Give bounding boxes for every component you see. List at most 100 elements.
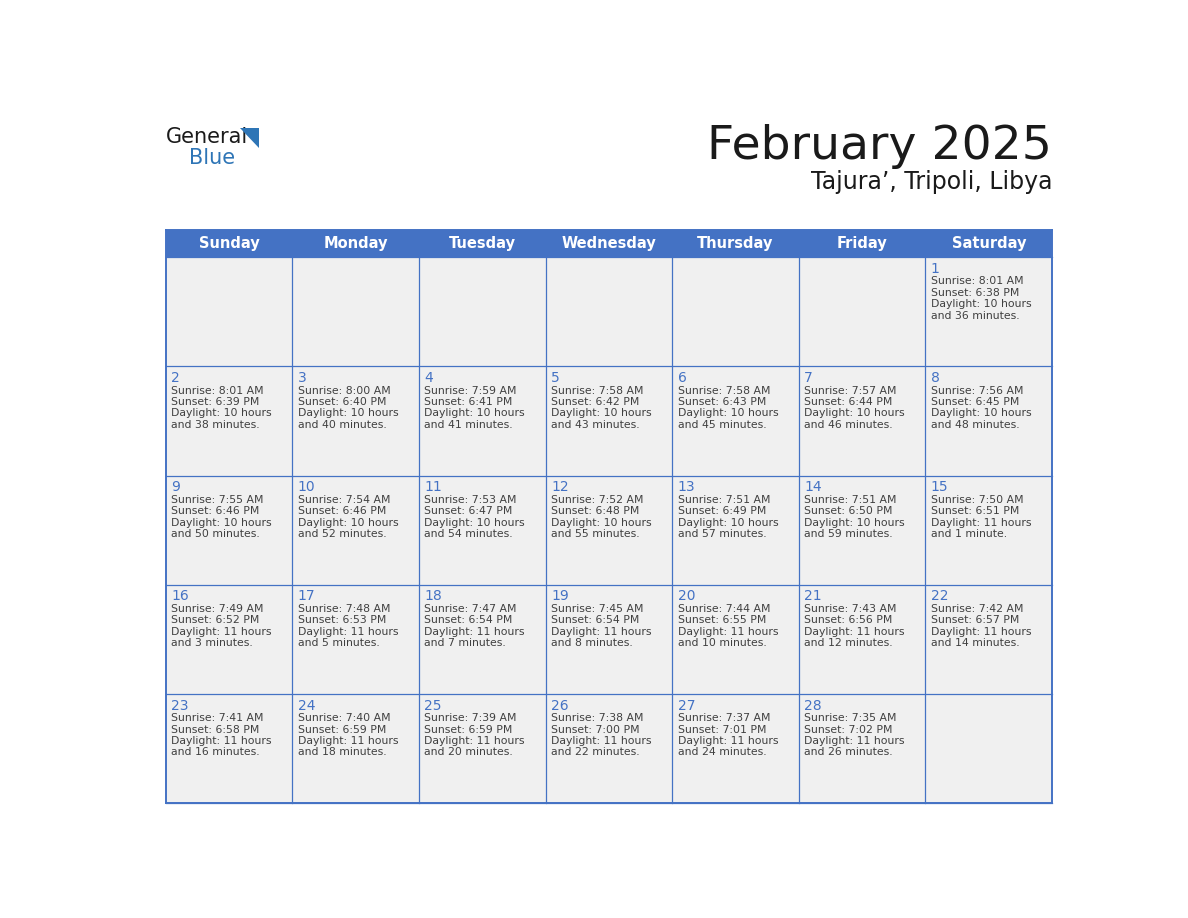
Text: 17: 17 [298,589,315,603]
Bar [545,585,672,694]
Bar [292,585,419,694]
Text: Daylight: 10 hours: Daylight: 10 hours [551,409,651,419]
Text: Sunrise: 7:40 AM: Sunrise: 7:40 AM [298,713,390,723]
Text: Daylight: 11 hours: Daylight: 11 hours [298,736,398,746]
Text: Sunset: 6:39 PM: Sunset: 6:39 PM [171,397,259,407]
Text: Daylight: 10 hours: Daylight: 10 hours [424,518,525,528]
Text: and 12 minutes.: and 12 minutes. [804,638,893,648]
Text: 25: 25 [424,699,442,712]
Text: Daylight: 10 hours: Daylight: 10 hours [171,518,272,528]
Text: Sunday: Sunday [198,236,259,251]
Text: Daylight: 10 hours: Daylight: 10 hours [677,518,778,528]
Text: and 24 minutes.: and 24 minutes. [677,747,766,757]
Text: Sunset: 6:53 PM: Sunset: 6:53 PM [298,615,386,625]
Bar [925,366,1053,476]
Text: and 22 minutes.: and 22 minutes. [551,747,639,757]
Text: Sunset: 6:40 PM: Sunset: 6:40 PM [298,397,386,407]
Text: and 55 minutes.: and 55 minutes. [551,529,639,539]
Text: and 57 minutes.: and 57 minutes. [677,529,766,539]
Text: and 40 minutes.: and 40 minutes. [298,420,386,430]
Bar [798,366,925,476]
Text: 3: 3 [298,371,307,385]
Text: Daylight: 10 hours: Daylight: 10 hours [804,409,905,419]
Text: 8: 8 [931,371,940,385]
Text: Sunset: 6:43 PM: Sunset: 6:43 PM [677,397,766,407]
Bar [165,585,292,694]
Text: 21: 21 [804,589,822,603]
Text: 26: 26 [551,699,569,712]
Bar [925,257,1053,366]
Text: Sunrise: 8:00 AM: Sunrise: 8:00 AM [298,386,391,396]
Text: Sunset: 6:46 PM: Sunset: 6:46 PM [171,506,259,516]
Text: Sunset: 6:44 PM: Sunset: 6:44 PM [804,397,892,407]
Text: Daylight: 11 hours: Daylight: 11 hours [931,518,1031,528]
Text: Sunset: 6:54 PM: Sunset: 6:54 PM [551,615,639,625]
Text: Sunrise: 7:58 AM: Sunrise: 7:58 AM [677,386,770,396]
Bar [165,366,292,476]
Text: Sunset: 6:51 PM: Sunset: 6:51 PM [931,506,1019,516]
Text: 5: 5 [551,371,560,385]
Text: Sunset: 6:54 PM: Sunset: 6:54 PM [424,615,513,625]
Text: 18: 18 [424,589,442,603]
Text: Sunrise: 7:49 AM: Sunrise: 7:49 AM [171,604,264,614]
Text: Thursday: Thursday [697,236,773,251]
Text: and 14 minutes.: and 14 minutes. [931,638,1019,648]
Bar [798,585,925,694]
Bar [165,230,1053,257]
Bar [798,476,925,585]
Bar [165,694,292,803]
Text: Daylight: 11 hours: Daylight: 11 hours [171,627,272,637]
Text: and 46 minutes.: and 46 minutes. [804,420,893,430]
Text: Sunrise: 7:50 AM: Sunrise: 7:50 AM [931,495,1024,505]
Text: Sunrise: 7:52 AM: Sunrise: 7:52 AM [551,495,644,505]
Bar [545,476,672,585]
Bar [292,476,419,585]
Text: and 52 minutes.: and 52 minutes. [298,529,386,539]
Bar [925,585,1053,694]
Text: and 41 minutes.: and 41 minutes. [424,420,513,430]
Text: Daylight: 11 hours: Daylight: 11 hours [677,627,778,637]
Text: Sunrise: 7:47 AM: Sunrise: 7:47 AM [424,604,517,614]
Text: 2: 2 [171,371,179,385]
Text: Tuesday: Tuesday [449,236,516,251]
Text: Sunset: 6:57 PM: Sunset: 6:57 PM [931,615,1019,625]
Text: Sunrise: 7:57 AM: Sunrise: 7:57 AM [804,386,897,396]
Bar [292,257,419,366]
Text: 24: 24 [298,699,315,712]
Text: Monday: Monday [323,236,387,251]
Text: Sunset: 6:59 PM: Sunset: 6:59 PM [424,724,513,734]
Text: Sunset: 6:46 PM: Sunset: 6:46 PM [298,506,386,516]
Text: Sunrise: 7:54 AM: Sunrise: 7:54 AM [298,495,390,505]
Text: 7: 7 [804,371,813,385]
Text: and 45 minutes.: and 45 minutes. [677,420,766,430]
Text: Daylight: 11 hours: Daylight: 11 hours [298,627,398,637]
Text: 14: 14 [804,480,822,494]
Text: and 5 minutes.: and 5 minutes. [298,638,379,648]
Text: Daylight: 11 hours: Daylight: 11 hours [551,627,651,637]
Text: and 48 minutes.: and 48 minutes. [931,420,1019,430]
Text: 12: 12 [551,480,569,494]
Text: and 36 minutes.: and 36 minutes. [931,310,1019,320]
Text: Daylight: 11 hours: Daylight: 11 hours [931,627,1031,637]
Text: Daylight: 11 hours: Daylight: 11 hours [804,627,905,637]
Text: Daylight: 10 hours: Daylight: 10 hours [551,518,651,528]
Text: Sunrise: 7:39 AM: Sunrise: 7:39 AM [424,713,517,723]
Text: and 18 minutes.: and 18 minutes. [298,747,386,757]
Text: Daylight: 10 hours: Daylight: 10 hours [298,518,398,528]
Text: Sunrise: 8:01 AM: Sunrise: 8:01 AM [931,276,1024,286]
Bar [292,366,419,476]
Text: and 8 minutes.: and 8 minutes. [551,638,633,648]
Text: Sunrise: 7:35 AM: Sunrise: 7:35 AM [804,713,897,723]
Text: Sunset: 7:00 PM: Sunset: 7:00 PM [551,724,639,734]
Text: and 10 minutes.: and 10 minutes. [677,638,766,648]
Text: 19: 19 [551,589,569,603]
Text: Sunset: 6:55 PM: Sunset: 6:55 PM [677,615,766,625]
Bar [419,257,545,366]
Text: Sunrise: 7:59 AM: Sunrise: 7:59 AM [424,386,517,396]
Bar [419,694,545,803]
Text: and 43 minutes.: and 43 minutes. [551,420,639,430]
Text: Daylight: 10 hours: Daylight: 10 hours [931,409,1031,419]
Bar [419,366,545,476]
Text: Daylight: 10 hours: Daylight: 10 hours [677,409,778,419]
Text: Sunset: 6:50 PM: Sunset: 6:50 PM [804,506,892,516]
